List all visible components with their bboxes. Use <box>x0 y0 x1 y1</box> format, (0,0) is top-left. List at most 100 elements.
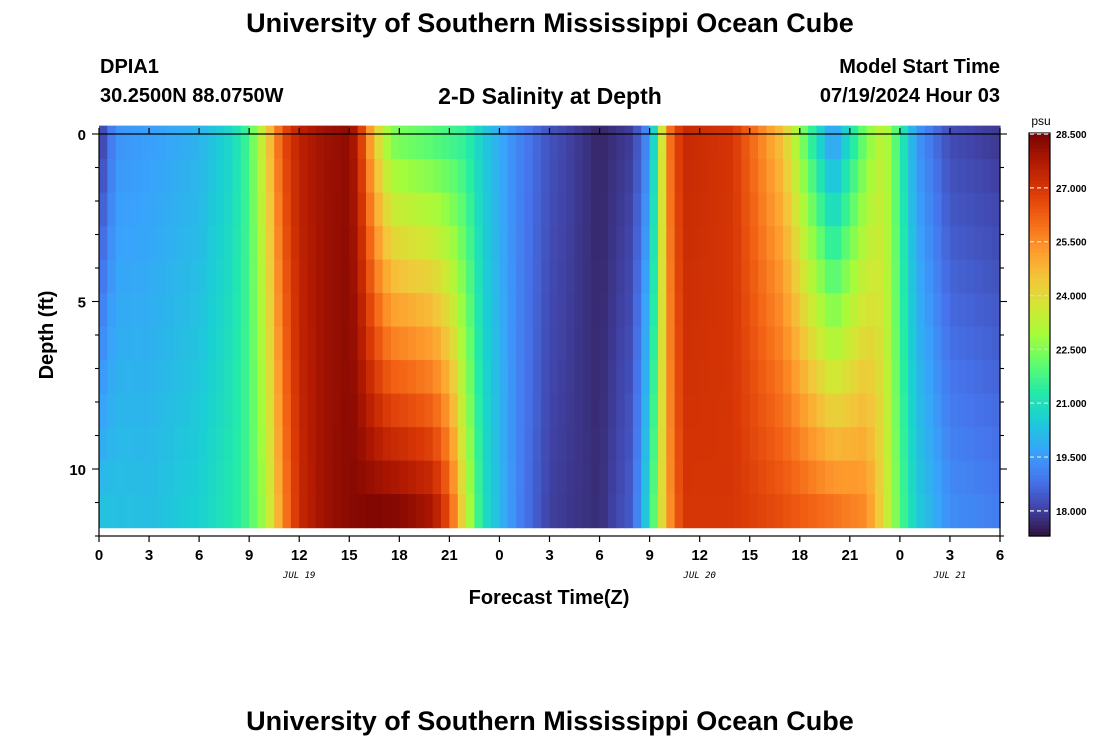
heatmap-cell <box>816 494 826 529</box>
heatmap-cell <box>332 460 342 495</box>
heatmap-cell <box>457 494 467 529</box>
heatmap-cell <box>532 159 542 194</box>
heatmap-cell <box>190 427 200 462</box>
heatmap-cell <box>833 226 843 261</box>
heatmap-cell <box>399 427 409 462</box>
heatmap-cell <box>783 326 793 361</box>
heatmap-cell <box>758 125 767 160</box>
heatmap-cell <box>532 393 542 428</box>
heatmap-cell <box>474 259 484 294</box>
heatmap-cell <box>624 259 634 294</box>
heatmap-cell <box>949 226 959 261</box>
heatmap-cell <box>741 192 751 227</box>
heatmap-cell <box>824 427 834 462</box>
heatmap-cell <box>532 494 542 529</box>
heatmap-cell <box>232 360 242 395</box>
heatmap-cell <box>766 494 776 529</box>
heatmap-cell <box>758 159 767 194</box>
heatmap-cell <box>657 159 667 194</box>
heatmap-cell <box>482 360 492 395</box>
heatmap-cell <box>708 494 717 529</box>
heatmap-cell <box>315 460 325 495</box>
heatmap-cell <box>841 360 851 395</box>
heatmap-cell <box>708 226 717 261</box>
heatmap-cell <box>474 192 484 227</box>
heatmap-cell <box>424 427 434 462</box>
heatmap-cell <box>507 293 517 328</box>
heatmap-cell <box>616 393 626 428</box>
heatmap-cell <box>424 226 434 261</box>
heatmap-cell <box>99 159 108 194</box>
heatmap-cell <box>783 293 793 328</box>
heatmap-cell <box>991 259 1001 294</box>
heatmap-cell <box>132 360 142 395</box>
heatmap-cell <box>708 192 717 227</box>
heatmap-cell <box>849 393 859 428</box>
heatmap-cell <box>349 460 359 495</box>
heatmap-cell <box>516 326 526 361</box>
heatmap-cell <box>315 494 325 529</box>
colorbar-segment <box>1029 245 1050 250</box>
heatmap-cell <box>824 293 834 328</box>
heatmap-cell <box>841 326 851 361</box>
heatmap-cell <box>933 125 943 160</box>
heatmap-cell <box>733 226 742 261</box>
heatmap-cell <box>382 460 392 495</box>
heatmap-cell <box>699 393 709 428</box>
heatmap-cell <box>424 159 434 194</box>
heatmap-cell <box>282 494 292 529</box>
heatmap-cell <box>115 427 125 462</box>
heatmap-cell <box>215 494 225 529</box>
heatmap-cell <box>899 192 909 227</box>
heatmap-cell <box>833 259 843 294</box>
heatmap-cell <box>599 326 609 361</box>
heatmap-cell <box>240 360 250 395</box>
heatmap-cell <box>774 159 784 194</box>
heatmap-cell <box>549 494 559 529</box>
heatmap-cell <box>224 494 234 529</box>
heatmap-cell <box>399 259 409 294</box>
heatmap-cell <box>874 393 884 428</box>
colorbar-segment <box>1029 195 1050 200</box>
heatmap-cell <box>374 226 384 261</box>
colorbar-segment <box>1029 349 1050 354</box>
heatmap-cell <box>165 427 175 462</box>
colorbar-segment <box>1029 507 1050 512</box>
heatmap-cell <box>324 460 334 495</box>
heatmap-cell <box>591 460 601 495</box>
heatmap-cell <box>416 293 425 328</box>
heatmap-cell <box>874 226 884 261</box>
heatmap-cell <box>299 293 309 328</box>
heatmap-cell <box>282 125 292 160</box>
heatmap-cell <box>99 326 108 361</box>
heatmap-cell <box>257 226 267 261</box>
heatmap-cell <box>841 494 851 529</box>
colorbar-segment <box>1029 460 1050 465</box>
heatmap-cell <box>399 360 409 395</box>
heatmap-cell <box>858 494 868 529</box>
heatmap-cell <box>599 494 609 529</box>
x-axis-title: Forecast Time(Z) <box>469 587 630 609</box>
heatmap-cell <box>132 159 142 194</box>
heatmap-cell <box>349 125 359 160</box>
heatmap-cell <box>466 192 476 227</box>
heatmap-cell <box>724 494 734 529</box>
heatmap-cell <box>199 460 209 495</box>
heatmap-cell <box>949 125 959 160</box>
heatmap-cell <box>891 393 901 428</box>
heatmap-cell <box>566 360 576 395</box>
heatmap-cell <box>365 192 375 227</box>
heatmap-cell <box>908 360 918 395</box>
heatmap-cell <box>799 427 809 462</box>
heatmap-cell <box>933 293 943 328</box>
heatmap-cell <box>449 360 459 395</box>
colorbar-segment <box>1029 169 1050 175</box>
heatmap-cell <box>441 125 450 160</box>
heatmap-cell <box>290 393 300 428</box>
colorbar-segment <box>1029 471 1050 476</box>
heatmap-cell <box>566 125 576 160</box>
heatmap-cell <box>657 226 667 261</box>
heatmap-cell <box>157 393 167 428</box>
heatmap-cell <box>449 326 459 361</box>
colorbar-segment <box>1029 396 1050 401</box>
